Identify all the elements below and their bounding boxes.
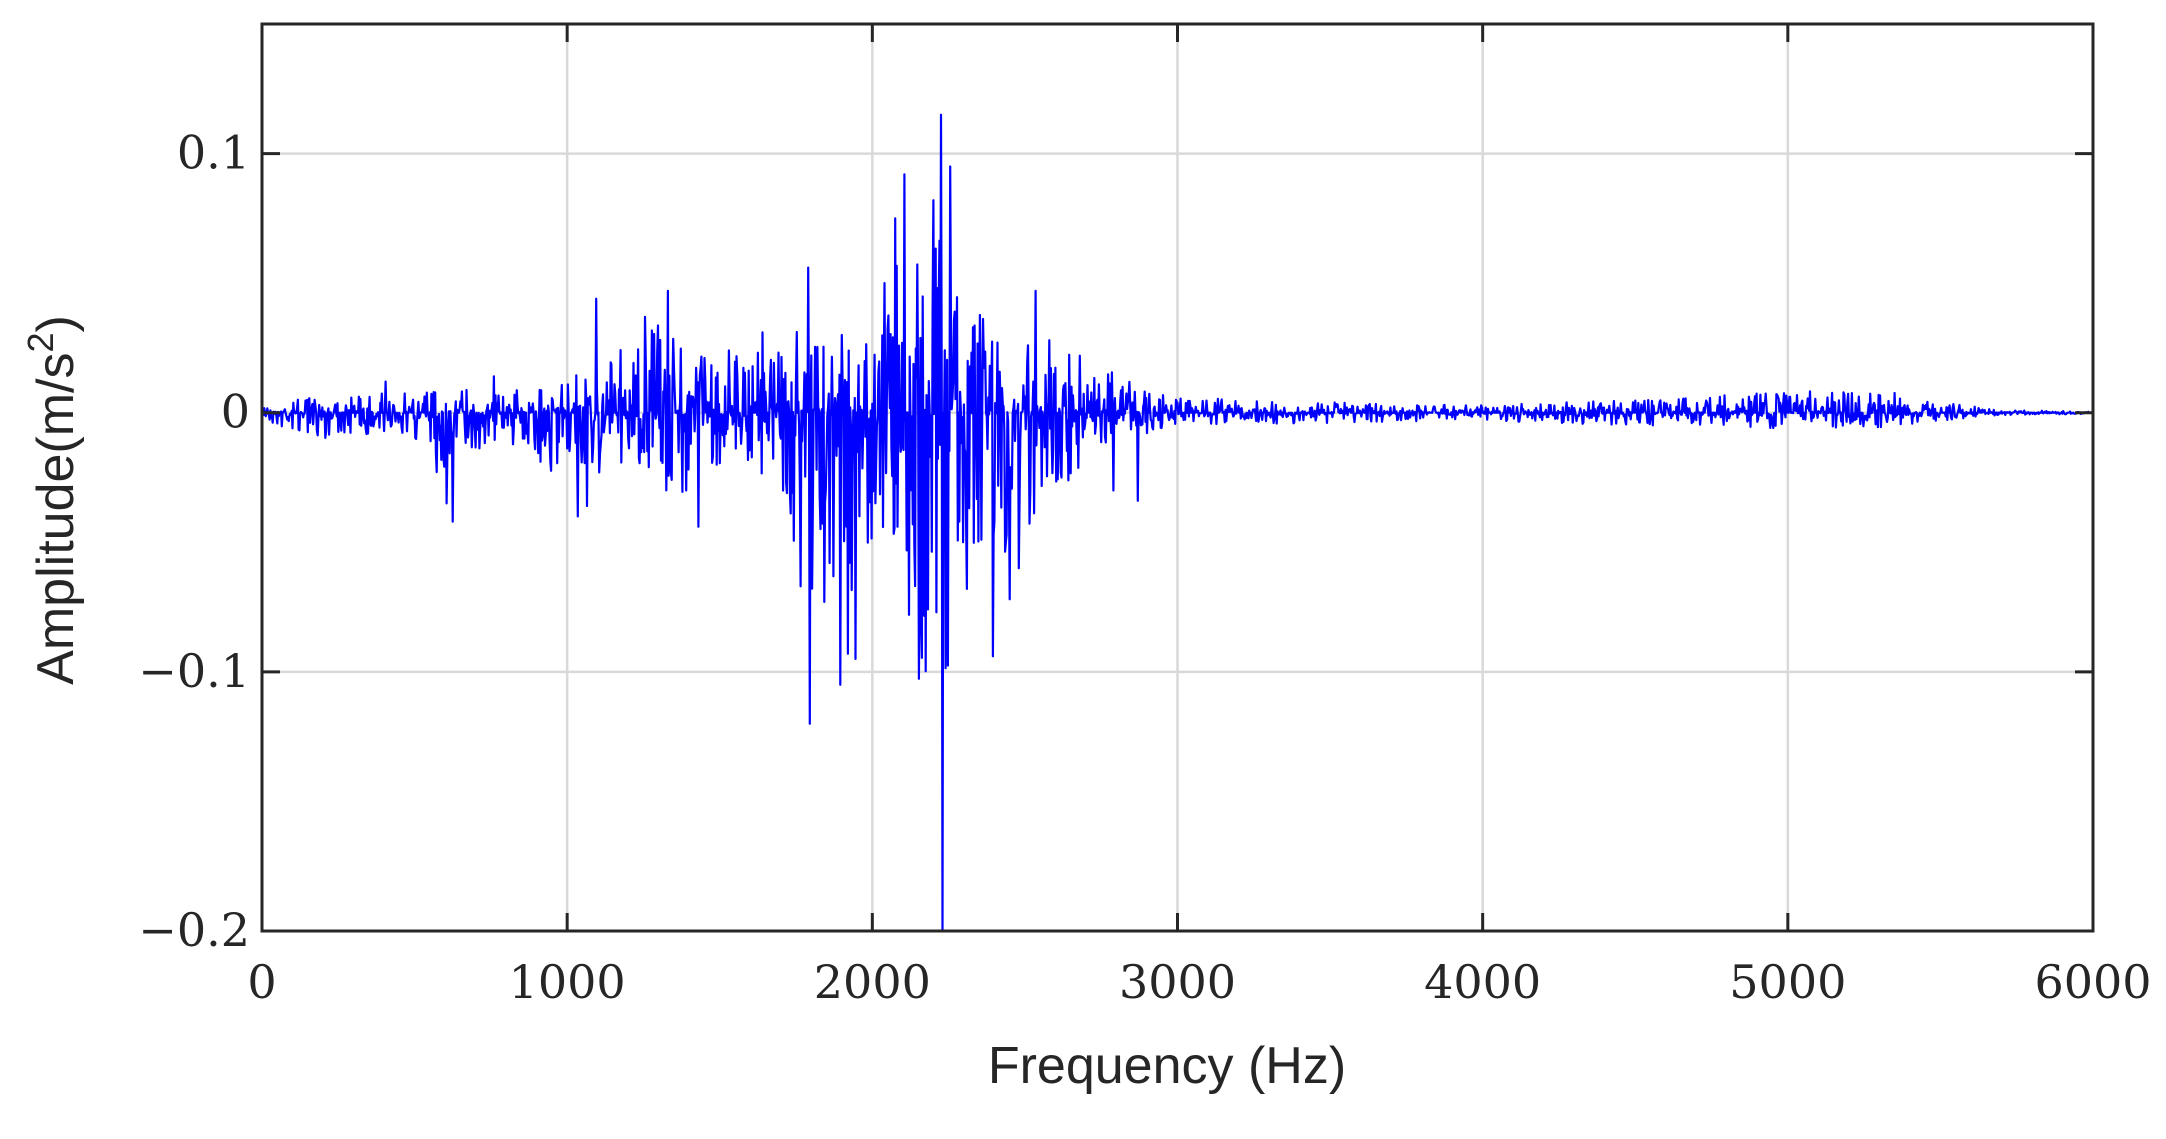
x-axis-label: Frequency (Hz)	[988, 1037, 1346, 1095]
x-tick-label: 1000	[509, 955, 626, 1009]
x-tick-label: 6000	[2034, 955, 2151, 1009]
y-tick-label: 0.1	[177, 126, 250, 180]
y-axis-label-base: Amplitude(m/s	[27, 353, 85, 685]
series-line	[260, 113, 2094, 933]
y-tick-label: −0.2	[138, 903, 250, 957]
x-tick-label: 2000	[814, 955, 931, 1009]
y-axis-label-superscript: 2	[20, 332, 61, 352]
series-amplitude	[260, 113, 2094, 933]
axis-ticks	[260, 24, 2095, 933]
x-tick-label: 5000	[1729, 955, 1846, 1009]
x-tick-label: 3000	[1119, 955, 1236, 1009]
y-axis-label: Amplitude(m/s2)	[20, 315, 85, 685]
y-tick-label: 0	[221, 385, 250, 439]
x-tick-labels: 0 1000 2000 3000 4000 5000 6000	[247, 955, 2151, 1009]
x-tick-label: 4000	[1424, 955, 1541, 1009]
x-tick-label: 0	[247, 955, 276, 1009]
y-tick-labels: −0.2 −0.1 0 0.1	[138, 126, 250, 957]
y-axis-label-close: )	[27, 315, 85, 332]
y-tick-label: −0.1	[138, 644, 250, 698]
